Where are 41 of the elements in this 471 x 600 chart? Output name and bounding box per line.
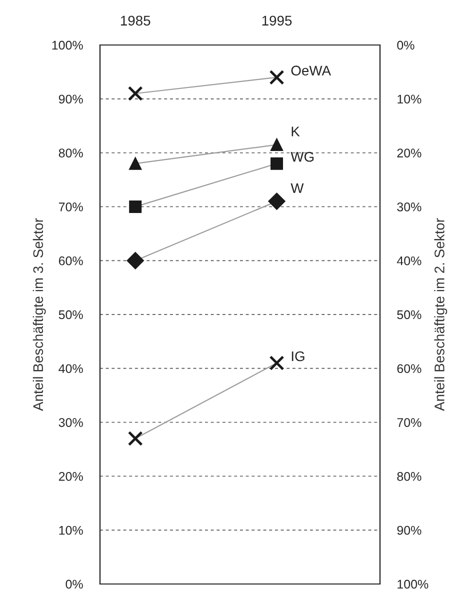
y-tick-label: 50% (58, 310, 83, 320)
y-tick-label: 100% (52, 40, 83, 50)
y-tick-label: 60% (58, 256, 83, 266)
point (128, 430, 143, 446)
series-label: WG (290, 152, 314, 162)
y-tick-label: 10% (59, 526, 83, 535)
point (126, 252, 144, 270)
y-tick-label: 90% (58, 94, 83, 104)
y-tick-label: 70% (58, 202, 83, 212)
series-label: K (292, 126, 300, 136)
y-tick-label: 20% (58, 472, 83, 481)
y2-tick-label: 20% (397, 148, 422, 158)
x-tick-label: 1985 (120, 16, 150, 26)
point (269, 356, 284, 371)
y2-axis-title: Anteil Beschäftigte im 2. Sektor (434, 218, 448, 411)
x-tick-label: 1995 (262, 16, 292, 26)
series-label: OeWA (291, 66, 332, 76)
point (270, 157, 284, 170)
y2-tick-label: 100% (398, 580, 428, 589)
point (129, 157, 142, 170)
y2-tick-label: 50% (397, 310, 422, 320)
y-tick-label: 0% (66, 580, 83, 589)
point (128, 86, 143, 102)
point (270, 138, 284, 151)
series-label: W (290, 183, 304, 193)
y-axis-title: Anteil Beschäftigte im 3. Sektor (32, 218, 46, 411)
y2-tick-label: 60% (397, 364, 422, 374)
y2-tick-label: 80% (397, 472, 422, 481)
point (269, 70, 284, 85)
y2-tick-label: 70% (397, 418, 422, 427)
point (268, 192, 286, 210)
y-tick-label: 40% (58, 364, 83, 374)
y2-tick-label: 0% (397, 40, 414, 50)
y2-tick-label: 40% (396, 256, 422, 266)
point (129, 200, 142, 213)
y2-tick-label: 10% (398, 94, 422, 104)
y-tick-label: 30% (58, 418, 83, 427)
y2-tick-label: 30% (397, 202, 422, 212)
y-tick-label: 80% (58, 148, 83, 158)
series-label: IG (292, 351, 304, 362)
y2-tick-label: 90% (397, 526, 422, 535)
